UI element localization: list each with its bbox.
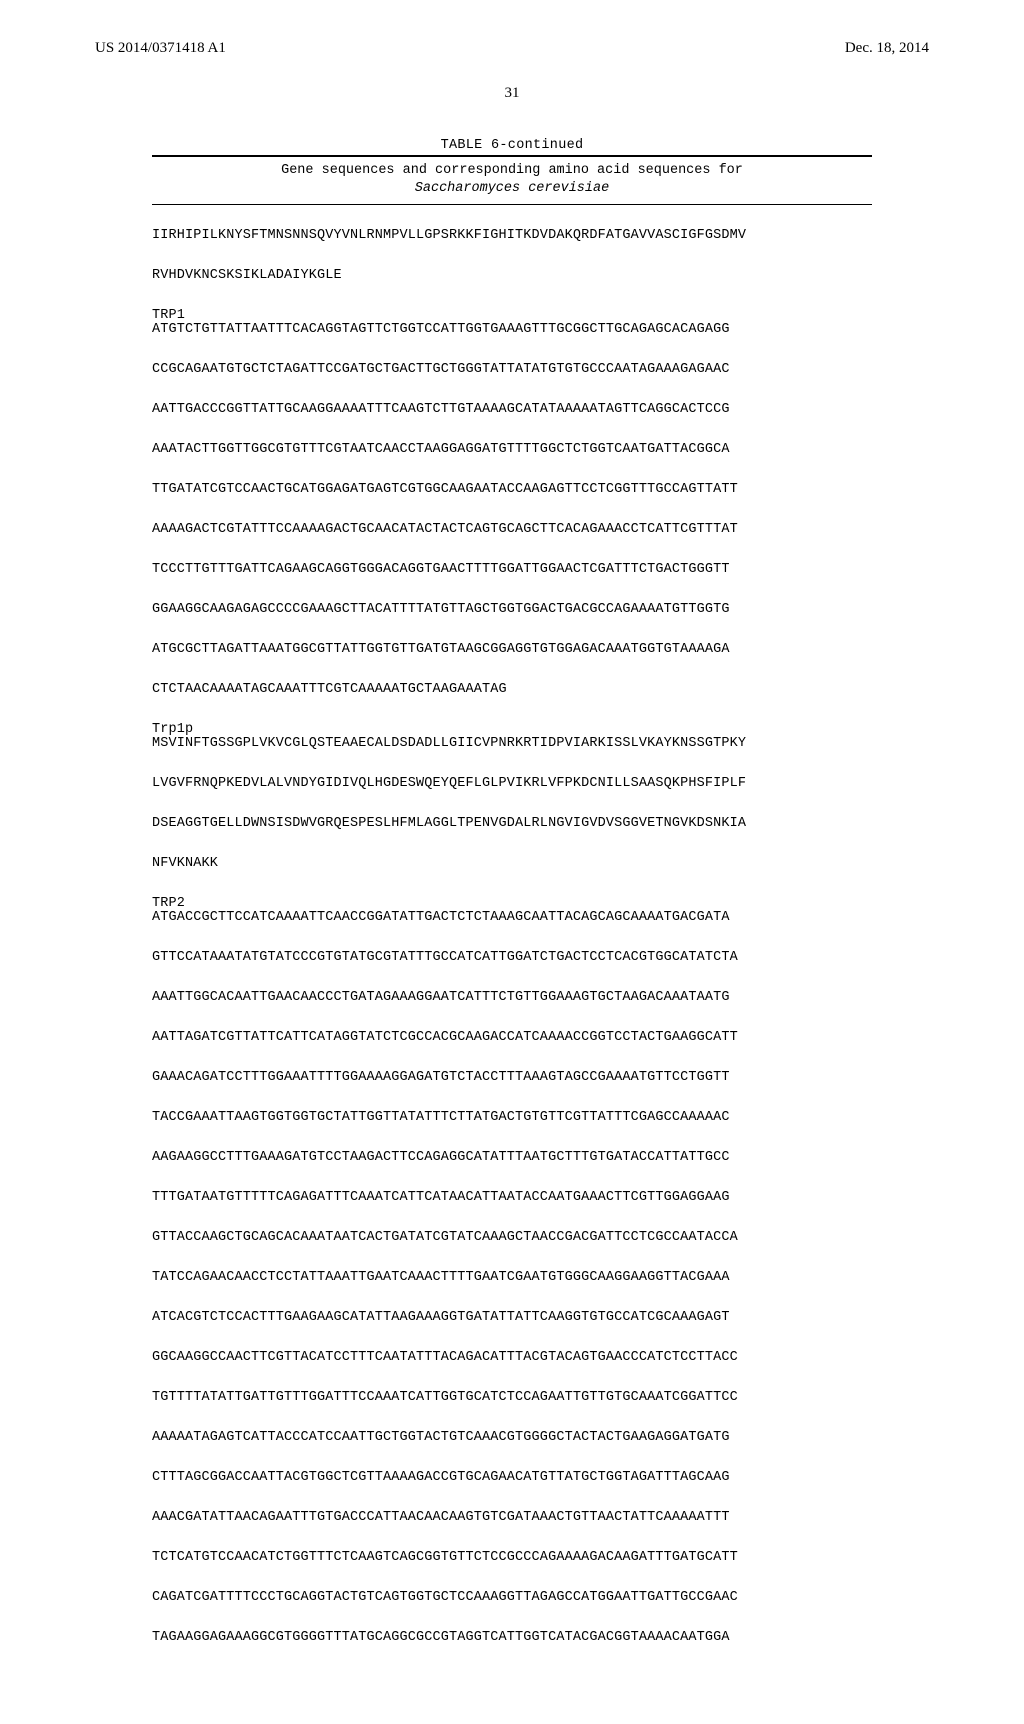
page-number: 31	[95, 85, 929, 102]
seq-line: AATTGACCCGGTTATTGCAAGGAAAATTTCAAGTCTTGTA…	[152, 403, 872, 417]
sequence-block: IIRHIPILKNYSFTMNSNNSQVYVNLRNMPVLLGPSRKKF…	[152, 215, 872, 1684]
seq-line: GTTACCAAGCTGCAGCACAAATAATCACTGATATCGTATC…	[152, 1231, 872, 1245]
content-column: TABLE 6-continued Gene sequences and cor…	[152, 138, 872, 1684]
seq-line: TGTTTTATATTGATTGTTTGGATTTCCAAATCATTGGTGC…	[152, 1391, 872, 1405]
seq-line: TTTGATAATGTTTTTCAGAGATTTCAAATCATTCATAACA…	[152, 1191, 872, 1205]
seq-line: AAATACTTGGTTGGCGTGTTTCGTAATCAACCTAAGGAGG…	[152, 443, 872, 457]
seq-line: GGCAAGGCCAACTTCGTTACATCCTTTCAATATTTACAGA…	[152, 1351, 872, 1365]
seq-line: TATCCAGAACAACCTCCTATTAAATTGAATCAAACTTTTG…	[152, 1271, 872, 1285]
seq-line: IIRHIPILKNYSFTMNSNNSQVYVNLRNMPVLLGPSRKKF…	[152, 229, 872, 243]
seq-line: CTTTAGCGGACCAATTACGTGGCTCGTTAAAAGACCGTGC…	[152, 1471, 872, 1485]
seq-line: TAGAAGGAGAAAGGCGTGGGGTTTATGCAGGCGCCGTAGG…	[152, 1631, 872, 1645]
seq-line: ATGACCGCTTCCATCAAAATTCAACCGGATATTGACTCTC…	[152, 911, 872, 925]
seq-line: ATGTCTGTTATTAATTTCACAGGTAGTTCTGGTCCATTGG…	[152, 323, 872, 337]
seq-line: TTGATATCGTCCAACTGCATGGAGATGAGTCGTGGCAAGA…	[152, 483, 872, 497]
seq-line: CAGATCGATTTTCCCTGCAGGTACTGTCAGTGGTGCTCCA…	[152, 1591, 872, 1605]
seq-line: TCCCTTGTTTGATTCAGAAGCAGGTGGGACAGGTGAACTT…	[152, 563, 872, 577]
seq-line: AAAAGACTCGTATTTCCAAAAGACTGCAACATACTACTCA…	[152, 523, 872, 537]
seq-line: MSVINFTGSSGPLVKVCGLQSTEAAECALDSDADLLGIIC…	[152, 737, 872, 751]
seq-line: GGAAGGCAAGAGAGCCCCGAAAGCTTACATTTTATGTTAG…	[152, 603, 872, 617]
seq-line: AATTAGATCGTTATTCATTCATAGGTATCTCGCCACGCAA…	[152, 1031, 872, 1045]
page-header: US 2014/0371418 A1 Dec. 18, 2014	[95, 40, 929, 57]
header-publication-number: US 2014/0371418 A1	[95, 40, 226, 57]
gene-label-trp1: TRP1	[152, 309, 872, 323]
seq-line: ATGCGCTTAGATTAAATGGCGTTATTGGTGTTGATGTAAG…	[152, 643, 872, 657]
seq-line: CTCTAACAAAATAGCAAATTTCGTCAAAAATGCTAAGAAA…	[152, 683, 872, 697]
seq-line: ATCACGTCTCCACTTTGAAGAAGCATATTAAGAAAGGTGA…	[152, 1311, 872, 1325]
table-caption-line2: Saccharomyces cerevisiae	[415, 181, 609, 196]
seq-line: DSEAGGTGELLDWNSISDWVGRQESPESLHFMLAGGLTPE…	[152, 817, 872, 831]
page: US 2014/0371418 A1 Dec. 18, 2014 31 TABL…	[0, 0, 1024, 1724]
seq-line: GAAACAGATCCTTTGGAAATTTTGGAAAAGGAGATGTCTA…	[152, 1071, 872, 1085]
header-date: Dec. 18, 2014	[845, 40, 929, 57]
table-caption-wrap: Gene sequences and corresponding amino a…	[152, 156, 872, 205]
seq-line: AAGAAGGCCTTTGAAAGATGTCCTAAGACTTCCAGAGGCA…	[152, 1151, 872, 1165]
seq-line: AAATTGGCACAATTGAACAACCCTGATAGAAAGGAATCAT…	[152, 991, 872, 1005]
gene-label-trp2: TRP2	[152, 897, 872, 911]
gene-label-trp1p: Trp1p	[152, 723, 872, 737]
seq-line: TCTCATGTCCAACATCTGGTTTCTCAAGTCAGCGGTGTTC…	[152, 1551, 872, 1565]
table-caption: Gene sequences and corresponding amino a…	[152, 162, 872, 198]
seq-line: LVGVFRNQPKEDVLALVNDYGIDIVQLHGDESWQEYQEFL…	[152, 777, 872, 791]
seq-line: AAACGATATTAACAGAATTTGTGACCCATTAACAACAAGT…	[152, 1511, 872, 1525]
seq-line: AAAAATAGAGTCATTACCCATCCAATTGCTGGTACTGTCA…	[152, 1431, 872, 1445]
seq-line: RVHDVKNCSKSIKLADAIYKGLE	[152, 269, 872, 283]
seq-line: TACCGAAATTAAGTGGTGGTGCTATTGGTTATATTTCTTA…	[152, 1111, 872, 1125]
seq-line: NFVKNAKK	[152, 857, 872, 871]
seq-line: GTTCCATAAATATGTATCCCGTGTATGCGTATTTGCCATC…	[152, 951, 872, 965]
table-title: TABLE 6-continued	[152, 138, 872, 153]
table-caption-line1: Gene sequences and corresponding amino a…	[281, 163, 743, 178]
seq-line: CCGCAGAATGTGCTCTAGATTCCGATGCTGACTTGCTGGG…	[152, 363, 872, 377]
